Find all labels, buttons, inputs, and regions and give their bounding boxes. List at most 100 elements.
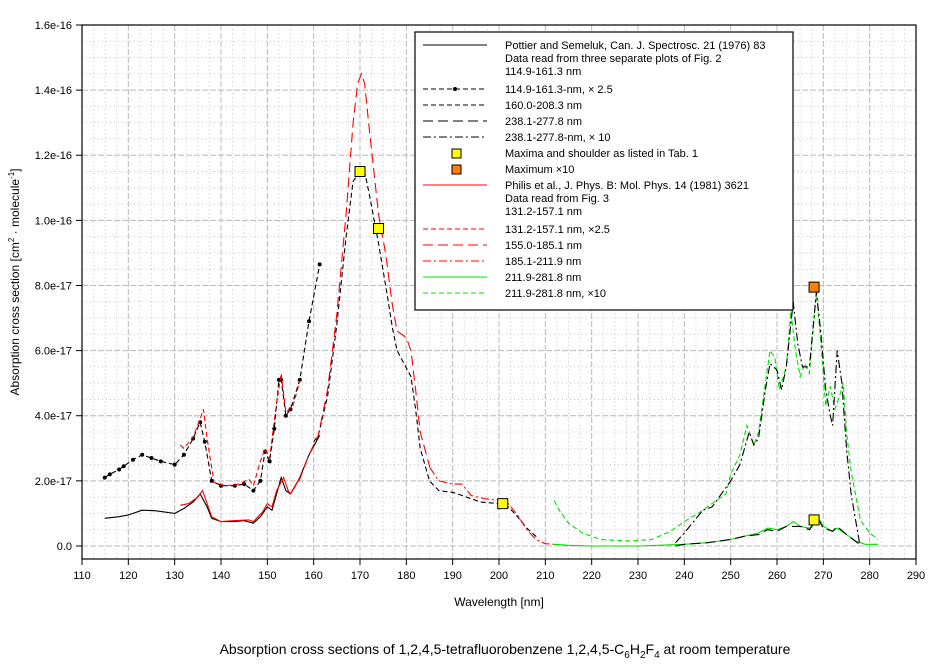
legend-label: 211.9-281.8 nm, ×10 — [505, 288, 606, 300]
series-line — [313, 170, 538, 539]
figure-caption: Absorption cross sections of 1,2,4,5-tet… — [0, 641, 942, 661]
x-tick-label: 140 — [212, 570, 230, 582]
caption-sub: 2 — [639, 649, 646, 661]
x-tick-label: 260 — [768, 570, 786, 582]
series-point — [181, 452, 186, 457]
series-point — [149, 456, 154, 461]
caption-text: at room temperature — [659, 641, 791, 657]
y-tick-label: 6.0e-17 — [35, 346, 72, 358]
series-point — [140, 452, 145, 457]
x-tick-label: 220 — [582, 570, 600, 582]
x-tick-label: 270 — [814, 570, 832, 582]
series-line — [429, 467, 555, 545]
legend-label: Maximum ×10 — [505, 164, 574, 176]
maximum-marker — [354, 166, 366, 178]
caption-sub: 6 — [624, 649, 630, 661]
series-line — [554, 517, 878, 547]
y-tick-label: 1.2e-16 — [35, 150, 72, 162]
series-point — [130, 457, 135, 462]
legend-label: Data read from Fig. 3 — [505, 193, 609, 205]
y-axis-label-text: Absorption cross section [cm — [8, 242, 22, 395]
series-point — [251, 488, 256, 493]
caption-text: H — [629, 641, 640, 657]
y-axis-label-text: ] — [8, 168, 22, 171]
legend-box — [414, 31, 794, 311]
y-tick-label: 1.4e-16 — [35, 85, 72, 97]
legend-label: 238.1-277.8 nm — [505, 116, 582, 128]
legend-label: 131.2-157.1 nm, ×2.5 — [505, 224, 610, 236]
series-point — [158, 459, 163, 464]
legend-label: Maxima and shoulder as listed in Tab. 1 — [505, 148, 698, 160]
legend-label: 211.9-281.8 nm — [505, 272, 581, 284]
x-tick-label: 200 — [490, 570, 508, 582]
y-tick-label: 0.0 — [57, 541, 72, 553]
x-tick-label: 120 — [119, 570, 137, 582]
maximum-marker — [373, 223, 385, 235]
y-tick-label: 1.0e-16 — [35, 215, 72, 227]
y-axis-label-text: · molecule — [8, 179, 22, 238]
caption-sub: 4 — [654, 649, 660, 661]
series-point — [202, 439, 207, 444]
legend-label: 160.0-208.3 nm — [505, 100, 582, 112]
x-tick-label: 210 — [536, 570, 554, 582]
legend-label: 114.9-161.3 nm — [505, 66, 581, 78]
legend-point — [453, 87, 457, 91]
x-axis-label: Wavelength [nm] — [454, 595, 544, 609]
x-tick-label: 130 — [165, 570, 183, 582]
x-tick-label: 180 — [397, 570, 415, 582]
series-point — [102, 475, 107, 480]
series-line — [675, 519, 860, 547]
series-point — [209, 478, 214, 483]
series-point — [242, 482, 247, 487]
legend-label: 155.0-185.1 nm — [505, 240, 582, 252]
caption-text: Absorption cross sections of 1,2,4,5-tet… — [219, 641, 625, 657]
series-point — [258, 478, 263, 483]
series-point — [267, 459, 272, 464]
legend-label: Pottier and Semeluk, Can. J. Spectrosc. … — [505, 40, 765, 52]
x-tick-label: 190 — [443, 570, 461, 582]
legend-label: 185.1-211.9 nm — [505, 256, 581, 268]
maximum-marker — [497, 498, 509, 510]
legend-label: 238.1-277.8-nm, × 10 — [505, 132, 611, 144]
series-line — [553, 291, 879, 542]
legend-label: 114.9-161.3-nm, × 2.5 — [505, 84, 613, 96]
series-line — [290, 72, 431, 495]
y-axis-label-superscript: 2 — [7, 237, 16, 242]
y-axis-label: Absorption cross section [cm2 · molecule… — [7, 168, 22, 395]
y-tick-label: 4.0e-17 — [35, 411, 72, 423]
x-tick-label: 230 — [629, 570, 647, 582]
x-tick-label: 160 — [304, 570, 322, 582]
series-point — [288, 407, 293, 412]
y-axis-label-superscript: -1 — [7, 171, 16, 179]
x-tick-label: 280 — [860, 570, 878, 582]
legend-label: Philis et al., J. Phys. B: Mol. Phys. 14… — [505, 180, 749, 192]
x-tick-label: 170 — [351, 570, 369, 582]
y-tick-label: 8.0e-17 — [35, 280, 72, 292]
x-tick-label: 250 — [721, 570, 739, 582]
series-line — [104, 264, 321, 492]
x-tick-label: 290 — [907, 570, 925, 582]
y-tick-label: 1.6e-16 — [35, 20, 72, 32]
series-point — [283, 413, 288, 418]
maximum-marker — [808, 514, 820, 526]
series-point — [307, 319, 312, 324]
y-tick-label: 2.0e-17 — [35, 476, 72, 488]
series-line — [104, 435, 321, 524]
x-tick-label: 240 — [675, 570, 693, 582]
series-line — [180, 476, 301, 523]
legend-marker — [451, 148, 462, 159]
series-point — [272, 426, 277, 431]
series-point — [107, 472, 112, 477]
series-point — [317, 262, 322, 267]
x-tick-label: 150 — [258, 570, 276, 582]
caption-text: F — [645, 641, 655, 657]
series-point — [121, 464, 126, 469]
legend-label: Data read from three separate plots of F… — [505, 53, 721, 65]
legend-label: 131.2-157.1 nm — [505, 206, 582, 218]
series-line — [675, 291, 861, 544]
series-point — [117, 467, 122, 472]
maximum-marker — [808, 281, 820, 293]
legend-marker — [451, 164, 462, 175]
series-point — [172, 462, 177, 467]
